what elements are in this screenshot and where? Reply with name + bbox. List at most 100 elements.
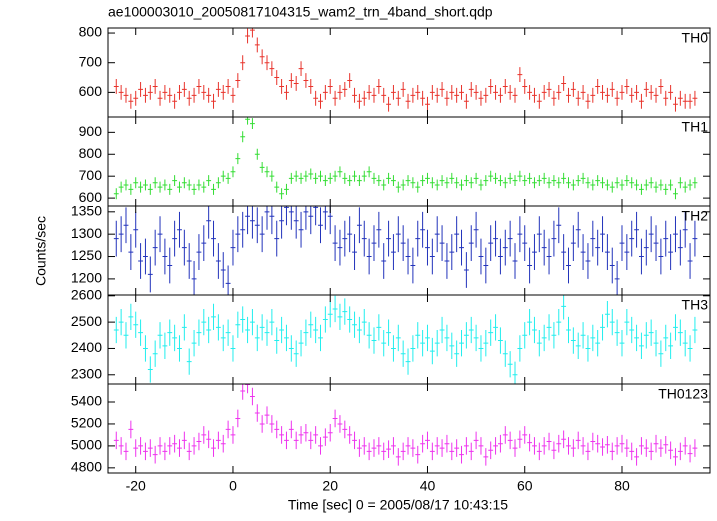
data-step [303,423,309,442]
data-step [643,322,649,349]
data-step [585,177,591,189]
data-step [459,330,464,357]
data-step [157,90,163,106]
data-step [356,175,362,187]
panel-label: TH0 [682,30,709,46]
data-step [488,225,494,262]
data-step [585,93,591,109]
data-step [561,430,567,449]
data-step [318,207,323,244]
data-step [215,81,221,97]
data-step [337,84,343,100]
data-step [595,434,601,453]
data-step [463,93,469,109]
data-step [249,308,255,336]
data-step [318,93,323,109]
data-step [128,93,134,109]
data-step [186,442,192,461]
data-step [658,238,664,275]
x-tick-label: 20 [322,478,338,494]
data-step [517,216,523,253]
data-step [668,84,674,100]
data-step [147,183,153,195]
data-step [274,70,280,85]
data-step [663,324,669,352]
data-step [614,319,620,346]
data-step [609,247,615,284]
data-step [245,206,250,235]
data-step [507,84,513,100]
data-step [143,335,148,362]
data-step [279,188,285,200]
data-step [536,175,542,187]
data-step [279,426,285,444]
data-step [687,93,693,109]
data-step [284,84,289,100]
data-step [517,335,523,362]
data-step [386,172,392,184]
data-step [653,434,659,453]
data-step [322,428,328,446]
data-step [381,442,387,461]
data-step [682,93,688,109]
data-step [138,243,144,279]
data-step [434,216,440,253]
data-step [425,431,430,450]
data-step [682,330,688,357]
data-step [497,327,503,354]
data-step [527,247,533,284]
data-step [473,211,479,248]
data-step [648,216,654,253]
data-step [405,348,411,375]
data-step [269,308,275,336]
data-step [138,437,144,455]
data-step [196,79,202,94]
data-step [240,306,246,333]
data-step [604,234,610,270]
data-step [400,340,406,367]
data-step [181,177,187,189]
x-tick-label: 40 [420,478,436,494]
data-step [337,303,343,331]
data-step [400,179,406,191]
x-tick-label: 60 [517,478,533,494]
data-step [609,442,615,461]
data-step [254,37,260,53]
y-tick-label: 800 [79,24,103,40]
data-step [215,314,221,341]
data-step [118,437,124,455]
data-step [429,442,435,461]
data-step [269,170,275,182]
data-step [337,166,343,178]
data-step [463,175,469,187]
data-step [580,437,586,455]
data-step [177,335,182,362]
data-step [488,441,494,460]
data-step [429,238,435,275]
data-step [167,87,173,103]
data-step [687,335,693,362]
data-step [405,238,411,275]
data-step [614,261,620,295]
data-step [663,183,669,195]
data-step [293,76,299,91]
data-step [483,247,489,284]
data-step [522,322,528,349]
data-step [361,90,367,106]
data-step [634,84,640,100]
data-step [138,81,144,97]
data-step [682,437,688,455]
data-step [619,179,625,191]
data-step [493,172,498,184]
data-step [502,426,508,444]
data-step [668,441,674,460]
data-step [162,442,168,461]
data-step [264,319,270,346]
data-step [600,438,605,456]
data-step [585,442,591,461]
data-step [157,181,163,193]
data-step [493,220,498,257]
data-step [318,170,323,182]
data-step [254,324,260,352]
data-step [322,175,328,187]
